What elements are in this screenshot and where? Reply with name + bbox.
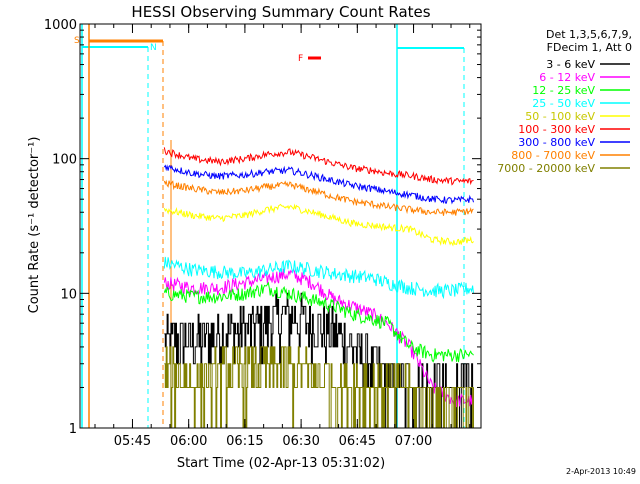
legend-entry-label: 50 - 100 keV <box>525 110 595 123</box>
y-axis-label: Count Rate (s⁻¹ detector⁻¹) <box>27 137 42 314</box>
legend-entry-label: 7000 - 20000 keV <box>497 162 595 175</box>
plot-timestamp: 2-Apr-2013 10:49 <box>566 467 636 476</box>
legend-entry-label: 3 - 6 keV <box>546 58 595 71</box>
series-line-100-300-kev <box>163 147 474 186</box>
legend-entry-label: 300 - 800 keV <box>518 136 595 149</box>
legend-entry-label: 6 - 12 keV <box>539 71 595 84</box>
x-tick-label: 06:15 <box>226 434 263 449</box>
series-line-6-12-kev <box>163 267 474 408</box>
series-line-50-100-kev <box>163 203 474 247</box>
plot-frame <box>79 23 482 429</box>
legend-header-line: FDecim 1, Att 0 <box>547 41 632 54</box>
x-axis-label: Start Time (02-Apr-13 05:31:02) <box>177 456 385 471</box>
plot-axes: 1 10 100 1000 05:45 06:00 06:15 06:30 06:45 07:00 <box>44 18 482 449</box>
legend-entry-label: 800 - 7000 keV <box>511 149 595 162</box>
legend-entry-label: 12 - 25 keV <box>532 84 595 97</box>
x-tick-label: 07:00 <box>395 434 432 449</box>
x-tick-label: 06:30 <box>282 434 319 449</box>
night-flag-label: S <box>74 36 80 46</box>
series-line-7000-20000-kev <box>164 346 474 429</box>
saa-flag-label: N <box>150 43 157 53</box>
chart-legend: Det 1,3,5,6,7,9,FDecim 1, Att 0 3 - 6 keV… <box>497 28 632 175</box>
chart-title: HESSI Observing Summary Count Rates <box>131 3 430 21</box>
y-tick-label: 100 <box>52 153 77 168</box>
x-tick-label: 06:00 <box>170 434 207 449</box>
series-line-25-50-kev <box>163 256 474 300</box>
legend-entry-label: 100 - 300 keV <box>518 123 595 136</box>
series-line-800-7000-kev <box>163 179 474 216</box>
y-tick-label: 10 <box>60 287 77 302</box>
series-line-300-800-kev <box>163 164 474 205</box>
legend-header-line: Det 1,3,5,6,7,9, <box>546 28 632 41</box>
legend-entry-label: 25 - 50 keV <box>532 97 595 110</box>
series-line-12-25-kev <box>163 281 474 363</box>
x-tick-label: 06:45 <box>339 434 376 449</box>
flare-flag-label: F <box>298 54 303 64</box>
series-layer <box>163 147 474 429</box>
y-tick-label: 1 <box>69 422 77 437</box>
y-tick-label: 1000 <box>44 18 77 33</box>
x-tick-label: 05:45 <box>114 434 151 449</box>
